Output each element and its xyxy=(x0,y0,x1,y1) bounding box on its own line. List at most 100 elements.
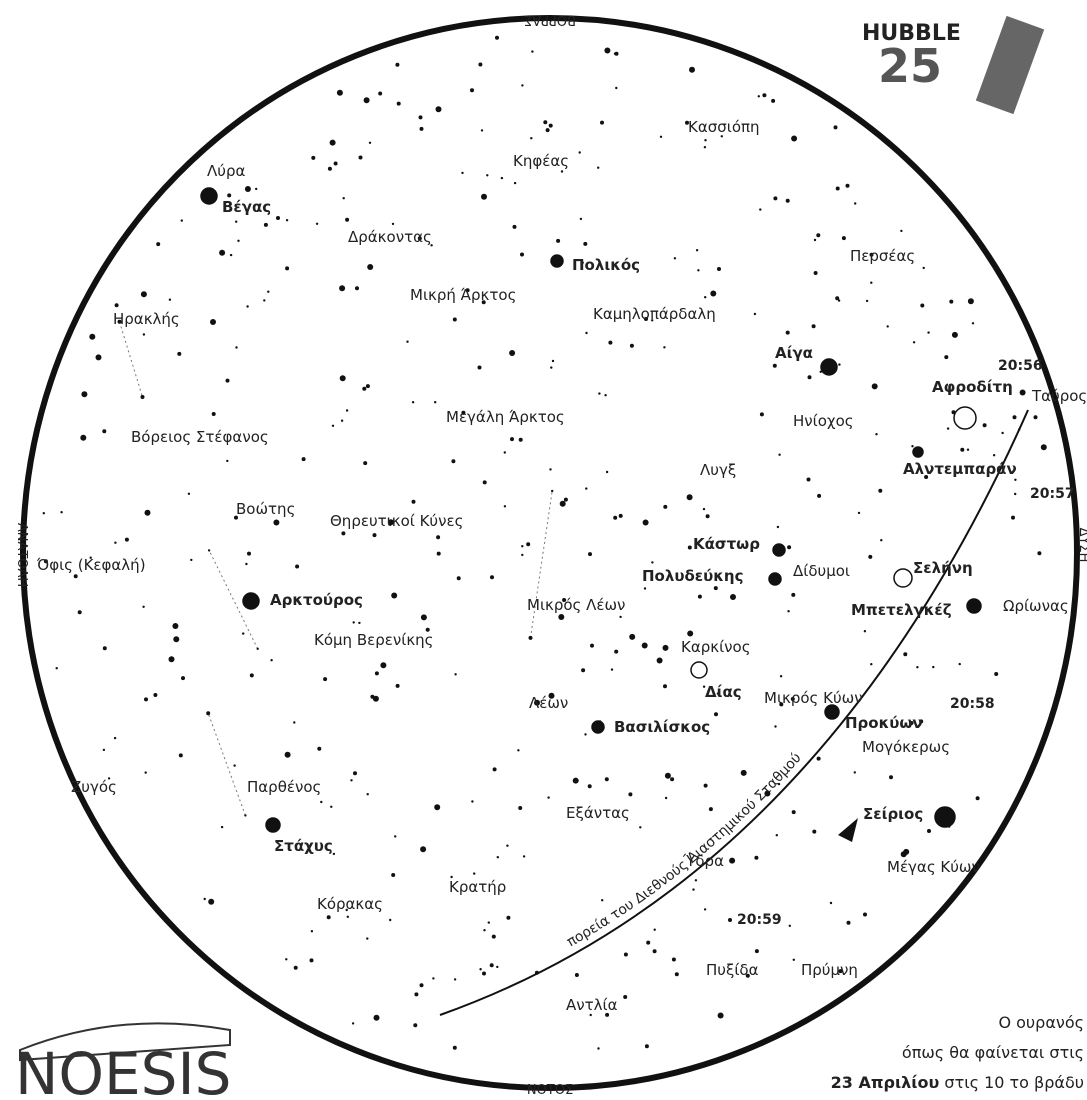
star xyxy=(245,563,247,565)
star xyxy=(142,606,144,608)
star xyxy=(741,770,747,776)
star xyxy=(179,753,183,757)
star xyxy=(704,146,706,148)
star xyxy=(835,296,839,300)
bright-star xyxy=(825,705,839,719)
star xyxy=(814,239,816,241)
star xyxy=(352,1022,354,1024)
star xyxy=(483,480,487,484)
constellation-label: Μέγας Κύων xyxy=(887,858,980,876)
star xyxy=(125,538,129,542)
star xyxy=(604,48,610,54)
star xyxy=(56,667,58,669)
star xyxy=(581,668,585,672)
star xyxy=(1013,415,1017,419)
star xyxy=(923,267,925,269)
star xyxy=(959,663,961,665)
iss-time: 20:58 xyxy=(950,696,995,712)
star xyxy=(698,595,702,599)
star xyxy=(172,623,178,629)
star xyxy=(391,873,395,877)
bright-object-label: Στάχυς xyxy=(274,837,333,855)
star xyxy=(613,516,617,520)
caption-line: 23 Απριλίου στις 10 το βράδυ xyxy=(831,1073,1084,1092)
star xyxy=(506,916,510,920)
star xyxy=(619,616,621,618)
star xyxy=(333,853,335,855)
star xyxy=(529,636,533,640)
star xyxy=(454,673,456,675)
star xyxy=(141,291,147,297)
star xyxy=(513,225,517,229)
star xyxy=(518,806,522,810)
compass-south: ΝΟΤΟΣ xyxy=(527,1083,573,1098)
star xyxy=(645,1044,649,1048)
star xyxy=(141,395,145,399)
caption-time: στις 10 το βράδυ xyxy=(944,1073,1084,1092)
star xyxy=(517,749,519,751)
star xyxy=(778,454,780,456)
star xyxy=(697,269,699,271)
star xyxy=(552,360,554,362)
star xyxy=(153,693,157,697)
iss-time: 20:57 xyxy=(1030,486,1075,502)
star xyxy=(760,412,764,416)
star xyxy=(758,95,760,97)
star xyxy=(310,958,314,962)
star xyxy=(675,972,679,976)
star xyxy=(549,468,551,470)
star xyxy=(598,392,600,394)
bright-star xyxy=(913,447,923,457)
star xyxy=(208,549,210,551)
star xyxy=(81,391,87,397)
star xyxy=(903,849,909,855)
star xyxy=(695,879,697,881)
star xyxy=(358,622,360,624)
star xyxy=(190,559,192,561)
planet xyxy=(894,569,912,587)
star xyxy=(414,992,418,996)
star xyxy=(156,242,160,246)
star xyxy=(270,659,272,661)
star xyxy=(227,193,231,197)
star xyxy=(584,733,586,735)
star xyxy=(972,322,974,324)
star xyxy=(492,935,496,939)
star xyxy=(847,921,851,925)
star xyxy=(646,941,650,945)
star xyxy=(597,167,599,169)
star xyxy=(286,754,288,756)
constellation-label: Ηνίοχος xyxy=(793,412,854,430)
star xyxy=(341,531,345,535)
star xyxy=(791,136,797,142)
constellation-label: Βόρειος Στέφανος xyxy=(131,428,269,446)
star xyxy=(817,757,821,761)
star xyxy=(792,810,796,814)
star xyxy=(89,334,95,340)
star xyxy=(556,239,560,243)
star xyxy=(932,666,934,668)
star xyxy=(389,919,391,921)
star xyxy=(346,409,348,411)
constellation-label: Κόμη Βερενίκης xyxy=(314,631,433,649)
star xyxy=(706,514,710,518)
star xyxy=(434,401,436,403)
star xyxy=(347,916,349,918)
star xyxy=(115,303,119,307)
star xyxy=(786,331,790,335)
star xyxy=(420,127,424,131)
star xyxy=(391,593,397,599)
star xyxy=(341,420,343,422)
star xyxy=(103,749,105,751)
star xyxy=(949,300,953,304)
star xyxy=(43,512,45,514)
star xyxy=(762,93,766,97)
star xyxy=(611,668,613,670)
star xyxy=(490,575,494,579)
star xyxy=(710,291,716,297)
star xyxy=(504,505,506,507)
compass-west: ΔΥΣΗ xyxy=(1076,528,1087,563)
star xyxy=(911,445,913,447)
star xyxy=(420,846,426,852)
star xyxy=(880,539,882,541)
